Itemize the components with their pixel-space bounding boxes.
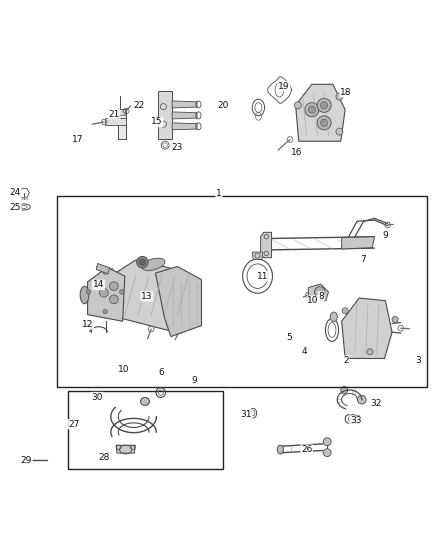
- Polygon shape: [118, 109, 126, 140]
- Circle shape: [317, 116, 331, 130]
- Circle shape: [308, 106, 315, 113]
- Polygon shape: [172, 112, 197, 119]
- Text: 23: 23: [172, 143, 183, 152]
- Text: 19: 19: [278, 82, 290, 91]
- Text: 33: 33: [350, 416, 361, 425]
- Polygon shape: [172, 101, 197, 108]
- Circle shape: [392, 317, 398, 322]
- Text: 15: 15: [151, 117, 162, 126]
- Text: 21: 21: [108, 110, 120, 118]
- Text: 4: 4: [302, 348, 307, 357]
- Circle shape: [321, 119, 328, 126]
- Circle shape: [323, 449, 331, 457]
- Circle shape: [342, 308, 348, 314]
- Circle shape: [323, 438, 331, 446]
- Bar: [68, 391, 223, 469]
- Polygon shape: [155, 266, 201, 336]
- Text: 3: 3: [415, 356, 421, 365]
- Text: 32: 32: [370, 399, 381, 408]
- Circle shape: [110, 282, 118, 290]
- Text: 24: 24: [10, 189, 21, 197]
- Circle shape: [305, 103, 319, 117]
- Text: 5: 5: [286, 333, 292, 342]
- Ellipse shape: [277, 445, 283, 454]
- Ellipse shape: [141, 258, 165, 270]
- Circle shape: [86, 290, 91, 294]
- Circle shape: [321, 102, 328, 109]
- Polygon shape: [342, 298, 392, 359]
- Circle shape: [314, 287, 325, 297]
- Text: 31: 31: [240, 410, 252, 419]
- Polygon shape: [116, 445, 135, 453]
- Text: 13: 13: [141, 292, 152, 301]
- Text: 10: 10: [118, 365, 129, 374]
- Circle shape: [341, 386, 348, 393]
- Circle shape: [137, 256, 148, 268]
- Polygon shape: [252, 252, 263, 260]
- Polygon shape: [105, 118, 126, 125]
- Circle shape: [120, 290, 124, 294]
- Circle shape: [99, 288, 108, 297]
- Circle shape: [103, 270, 107, 274]
- Text: 10: 10: [307, 296, 319, 305]
- Text: 18: 18: [340, 87, 352, 96]
- Polygon shape: [88, 268, 125, 321]
- Circle shape: [336, 128, 343, 135]
- Polygon shape: [342, 237, 374, 249]
- Ellipse shape: [80, 286, 89, 304]
- Polygon shape: [296, 84, 345, 141]
- Circle shape: [317, 98, 331, 112]
- Circle shape: [103, 310, 107, 314]
- Text: 22: 22: [134, 101, 145, 110]
- Bar: [57, 197, 427, 387]
- Circle shape: [349, 415, 357, 423]
- Text: 28: 28: [99, 453, 110, 462]
- Circle shape: [139, 259, 145, 265]
- Text: 8: 8: [318, 292, 324, 301]
- Circle shape: [110, 295, 118, 304]
- Circle shape: [294, 102, 301, 109]
- Polygon shape: [308, 284, 328, 301]
- Circle shape: [357, 395, 366, 404]
- Text: 16: 16: [291, 148, 303, 157]
- Polygon shape: [118, 109, 125, 115]
- Text: 17: 17: [72, 135, 84, 144]
- Circle shape: [336, 93, 343, 100]
- Text: 14: 14: [93, 280, 104, 289]
- Text: 9: 9: [191, 376, 197, 385]
- Text: 27: 27: [68, 419, 79, 429]
- Text: 1: 1: [216, 189, 222, 198]
- Text: 26: 26: [301, 445, 312, 454]
- Text: 29: 29: [21, 456, 32, 465]
- Ellipse shape: [141, 398, 149, 405]
- Polygon shape: [96, 263, 110, 274]
- Polygon shape: [261, 232, 272, 258]
- Text: 12: 12: [82, 320, 93, 329]
- Polygon shape: [172, 123, 197, 130]
- Text: 30: 30: [92, 392, 103, 401]
- Text: 9: 9: [382, 231, 389, 240]
- Text: 11: 11: [257, 272, 268, 281]
- Text: 2: 2: [343, 356, 349, 365]
- Circle shape: [367, 349, 373, 355]
- Ellipse shape: [330, 312, 337, 322]
- Text: 20: 20: [218, 101, 229, 110]
- Polygon shape: [158, 91, 172, 140]
- Text: 7: 7: [360, 255, 367, 264]
- Polygon shape: [105, 260, 197, 332]
- Text: 6: 6: [158, 368, 164, 377]
- Text: 25: 25: [10, 203, 21, 212]
